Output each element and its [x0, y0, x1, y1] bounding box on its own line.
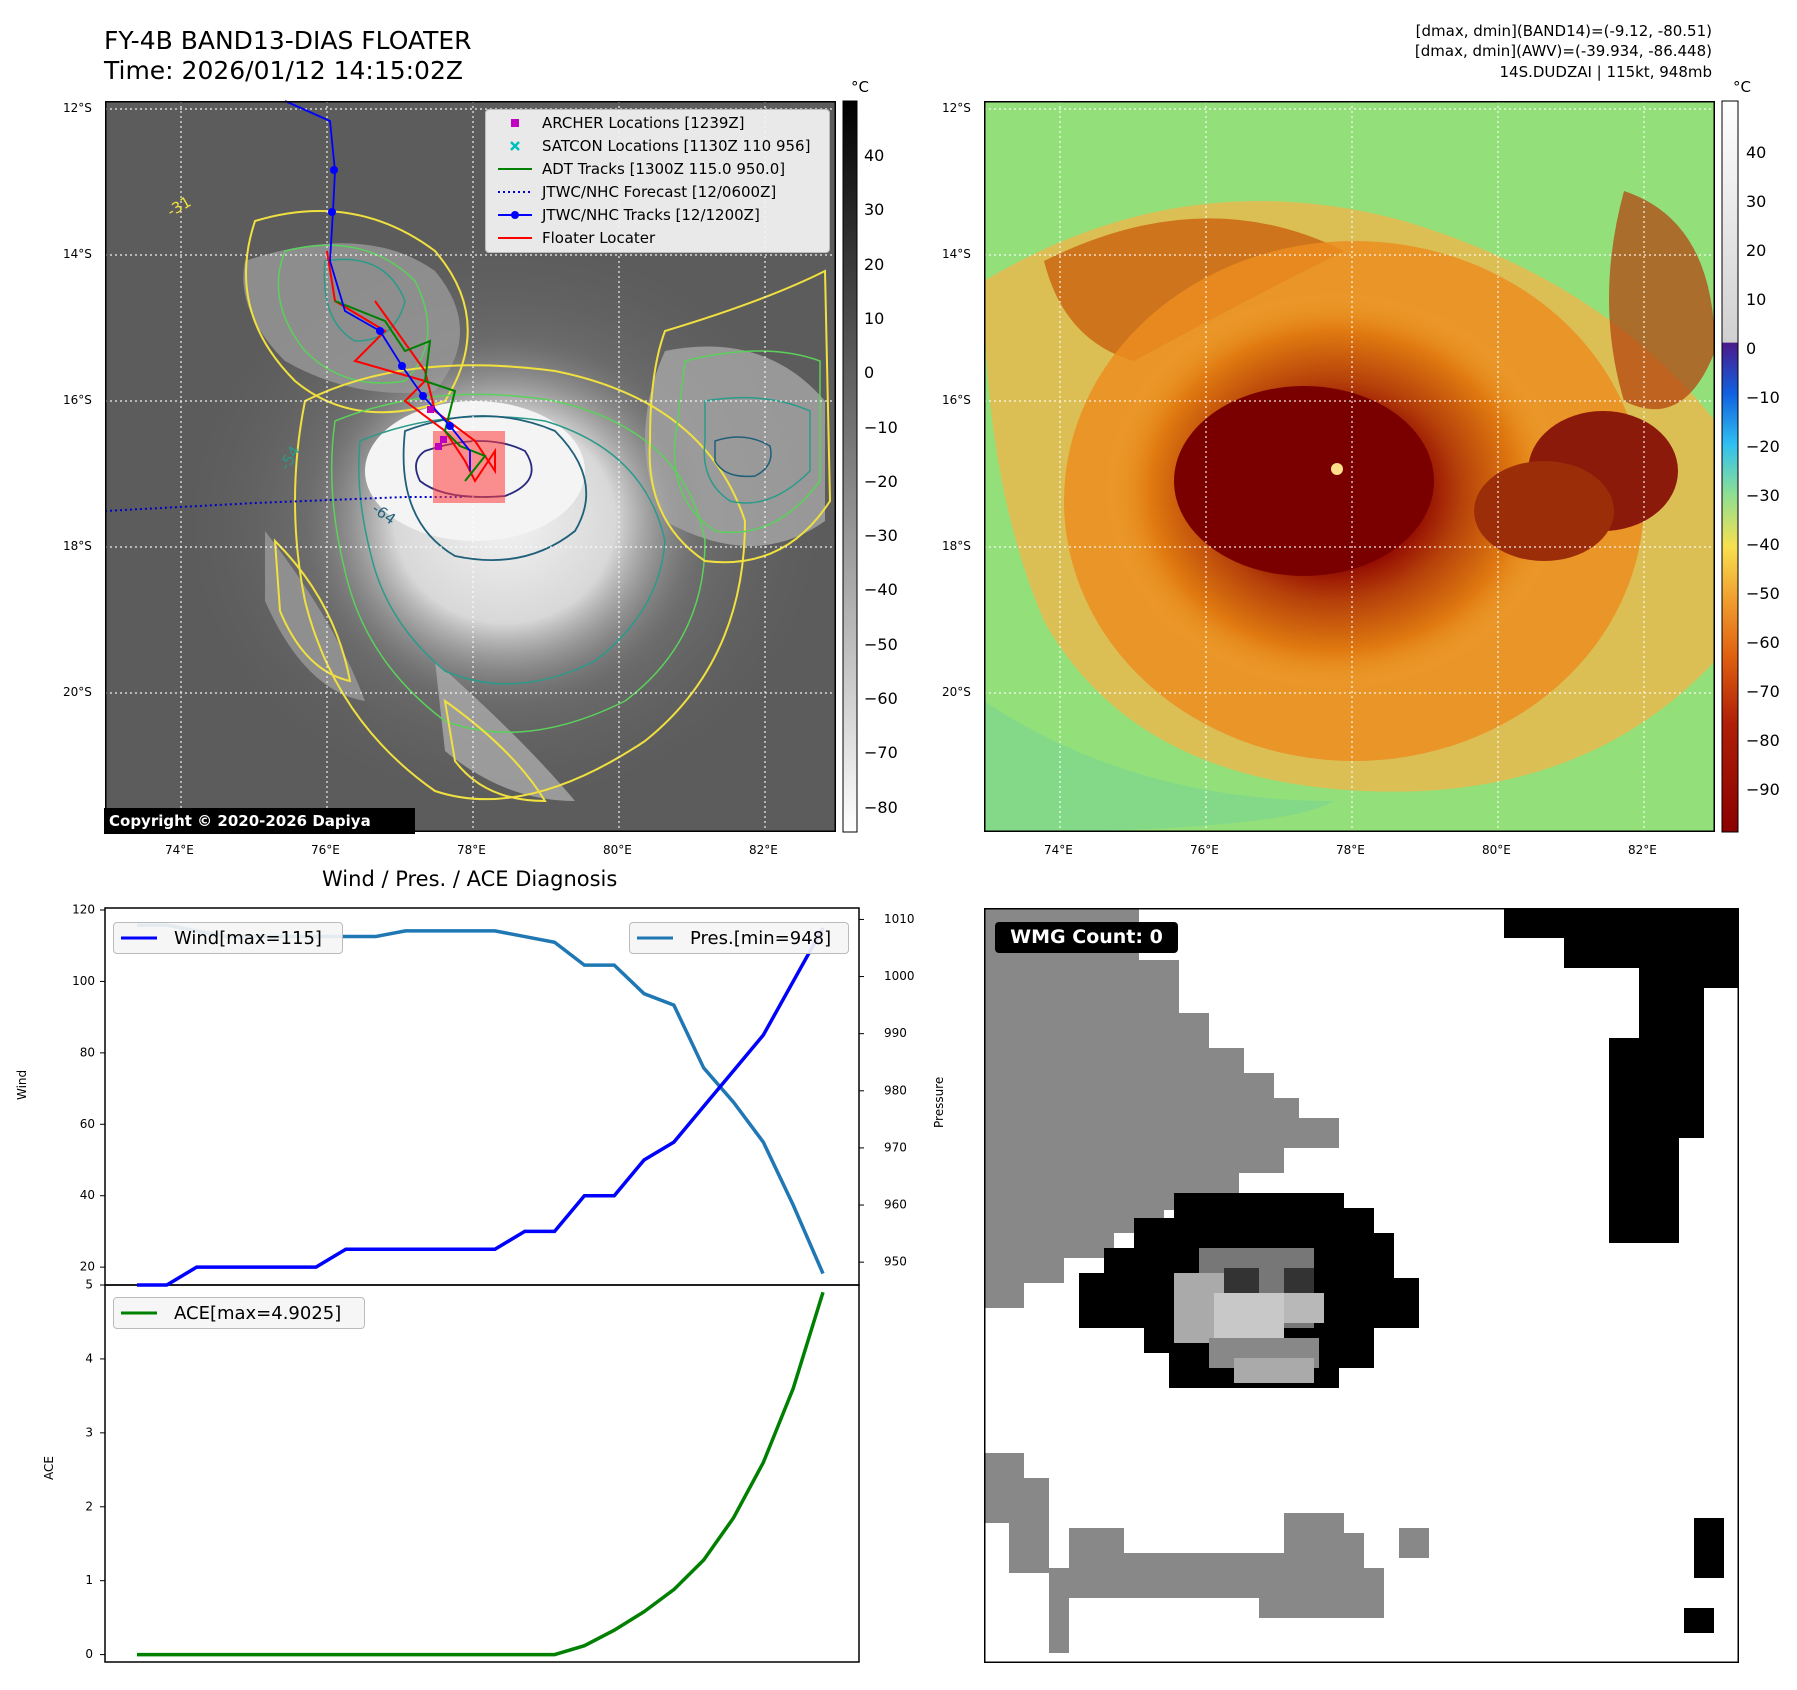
ace-tick-label: 2: [85, 1499, 93, 1513]
lat-label: 16°S: [942, 393, 971, 407]
colorbar-tick: −20: [1746, 437, 1780, 456]
band14-range: [dmax, dmin](BAND14)=(-9.12, -80.51): [1415, 22, 1712, 40]
storm-info: 14S.DUDZAI | 115kt, 948mb: [1499, 63, 1712, 81]
map-legend: ARCHER Locations [1239Z] SATCON Location…: [485, 109, 830, 253]
timestamp: Time: 2026/01/12 14:15:02Z: [104, 56, 463, 85]
lat-label: 14°S: [63, 247, 92, 261]
lat-label: 12°S: [63, 101, 92, 115]
colorbar-tick: −30: [1746, 486, 1780, 505]
lon-label: 80°E: [603, 843, 632, 857]
colorbar-tick: −80: [864, 797, 898, 817]
legend-item-archer: ARCHER Locations [1239Z]: [496, 113, 745, 133]
ace-legend: ACE[max=4.9025]: [113, 1297, 365, 1329]
ace-axes-frame: [104, 1284, 860, 1663]
lon-label: 80°E: [1482, 843, 1511, 857]
colorbar-tick: −50: [864, 634, 898, 654]
wind-tick-label: 40: [80, 1188, 95, 1202]
colorbar-tick: −50: [1746, 584, 1780, 603]
legend-item-tracks: JTWC/NHC Tracks [12/1200Z]: [496, 205, 760, 225]
chart-title: FY-4B BAND13-DIAS FLOATER: [104, 26, 472, 55]
copyright-label: Copyright © 2020-2026 Dapiya: [104, 808, 415, 834]
colorbar-tick: −80: [1746, 731, 1780, 750]
colorbar-tick: −70: [864, 743, 898, 763]
wind-legend: Wind[max=115]: [113, 922, 343, 954]
colorbar-tick: −90: [1746, 780, 1780, 799]
colorbar-tick: 0: [1746, 339, 1757, 358]
colorbar-tick: 30: [864, 200, 885, 220]
colorbar-tick: 10: [864, 308, 885, 328]
lon-label: 78°E: [1336, 843, 1365, 857]
awv-colorbar: [1721, 100, 1739, 833]
gray-colorbar: [842, 100, 858, 833]
lon-label: 74°E: [1044, 843, 1073, 857]
lon-label: 82°E: [1628, 843, 1657, 857]
legend-item-floater: Floater Locater: [498, 229, 656, 247]
pressure-legend-label: Pres.[min=948]: [690, 928, 832, 949]
wind-line: [137, 927, 825, 1287]
colorbar-tick: −60: [1746, 633, 1780, 652]
pressure-tick-label: 950: [884, 1255, 907, 1269]
colorbar-tick: 40: [864, 146, 885, 165]
colorbar-tick: −30: [864, 526, 898, 546]
wind-legend-label: Wind[max=115]: [174, 928, 322, 949]
lat-label: 18°S: [63, 539, 92, 553]
ace-tick-label: 3: [85, 1425, 93, 1439]
lon-label: 82°E: [749, 843, 778, 857]
pressure-tick-label: 1000: [884, 969, 915, 983]
lat-label: 14°S: [942, 247, 971, 261]
pressure-tick-label: 970: [884, 1140, 907, 1154]
ace-tick-label: 1: [85, 1573, 93, 1587]
pressure-tick-label: 1010: [884, 912, 915, 926]
colorbar-tick: 30: [1746, 192, 1767, 211]
colorbar-tick: −40: [1746, 535, 1780, 554]
ace-tick-label: 4: [85, 1351, 93, 1365]
colorbar-tick: −40: [864, 580, 898, 600]
lon-label: 76°E: [311, 843, 340, 857]
pressure-legend: Pres.[min=948]: [629, 922, 849, 954]
wind-tick-label: 60: [80, 1117, 95, 1131]
ace-tick-label: 0: [85, 1647, 93, 1661]
gray-colorbar-unit: °C: [851, 78, 869, 96]
diagnosis-title: Wind / Pres. / ACE Diagnosis: [322, 867, 618, 891]
legend-item-adt: ADT Tracks [1300Z 115.0 950.0]: [498, 160, 786, 178]
legend-item-satcon: SATCON Locations [1130Z 110 956]: [496, 136, 810, 156]
wmg-panel: [984, 908, 1739, 1663]
wind-tick-label: 20: [80, 1260, 95, 1274]
lat-label: 18°S: [942, 539, 971, 553]
pressure-tick-label: 980: [884, 1083, 907, 1097]
colorbar-tick: −10: [1746, 388, 1780, 407]
lat-label: 20°S: [63, 685, 92, 699]
colorbar-tick: 40: [1746, 143, 1767, 162]
lat-label: 12°S: [942, 101, 971, 115]
awv-map: [984, 101, 1715, 832]
colorbar-tick: 0: [864, 363, 875, 383]
pressure-tick-label: 960: [884, 1198, 907, 1212]
wind-tick-label: 120: [72, 903, 95, 917]
colorbar-tick: −60: [864, 689, 898, 708]
legend-item-forecast: JTWC/NHC Forecast [12/0600Z]: [498, 183, 777, 201]
colorbar-tick: −10: [864, 417, 898, 437]
colorbar-tick: 10: [1746, 290, 1767, 309]
lon-label: 76°E: [1190, 843, 1219, 857]
ace-legend-label: ACE[max=4.9025]: [174, 1303, 342, 1324]
ace-line: [137, 1291, 825, 1657]
pressure-tick-label: 990: [884, 1026, 907, 1040]
ace-tick-label: 5: [85, 1278, 93, 1292]
awv-range: [dmax, dmin](AWV)=(-39.934, -86.448): [1414, 42, 1712, 60]
wind-tick-label: 80: [80, 1045, 95, 1059]
colorbar-tick: 20: [864, 254, 885, 274]
pressure-line: [137, 923, 825, 1275]
colorbar-tick: −20: [864, 471, 898, 491]
awv-colorbar-unit: °C: [1733, 78, 1751, 96]
lat-label: 16°S: [63, 393, 92, 407]
lon-label: 78°E: [457, 843, 486, 857]
wind-axes-frame: [104, 907, 860, 1286]
lon-label: 74°E: [165, 843, 194, 857]
colorbar-tick: −70: [1746, 682, 1780, 701]
lat-label: 20°S: [942, 685, 971, 699]
wind-tick-label: 100: [72, 974, 95, 988]
colorbar-tick: 20: [1746, 241, 1767, 260]
wmg-count-badge: WMG Count: 0: [995, 922, 1178, 953]
